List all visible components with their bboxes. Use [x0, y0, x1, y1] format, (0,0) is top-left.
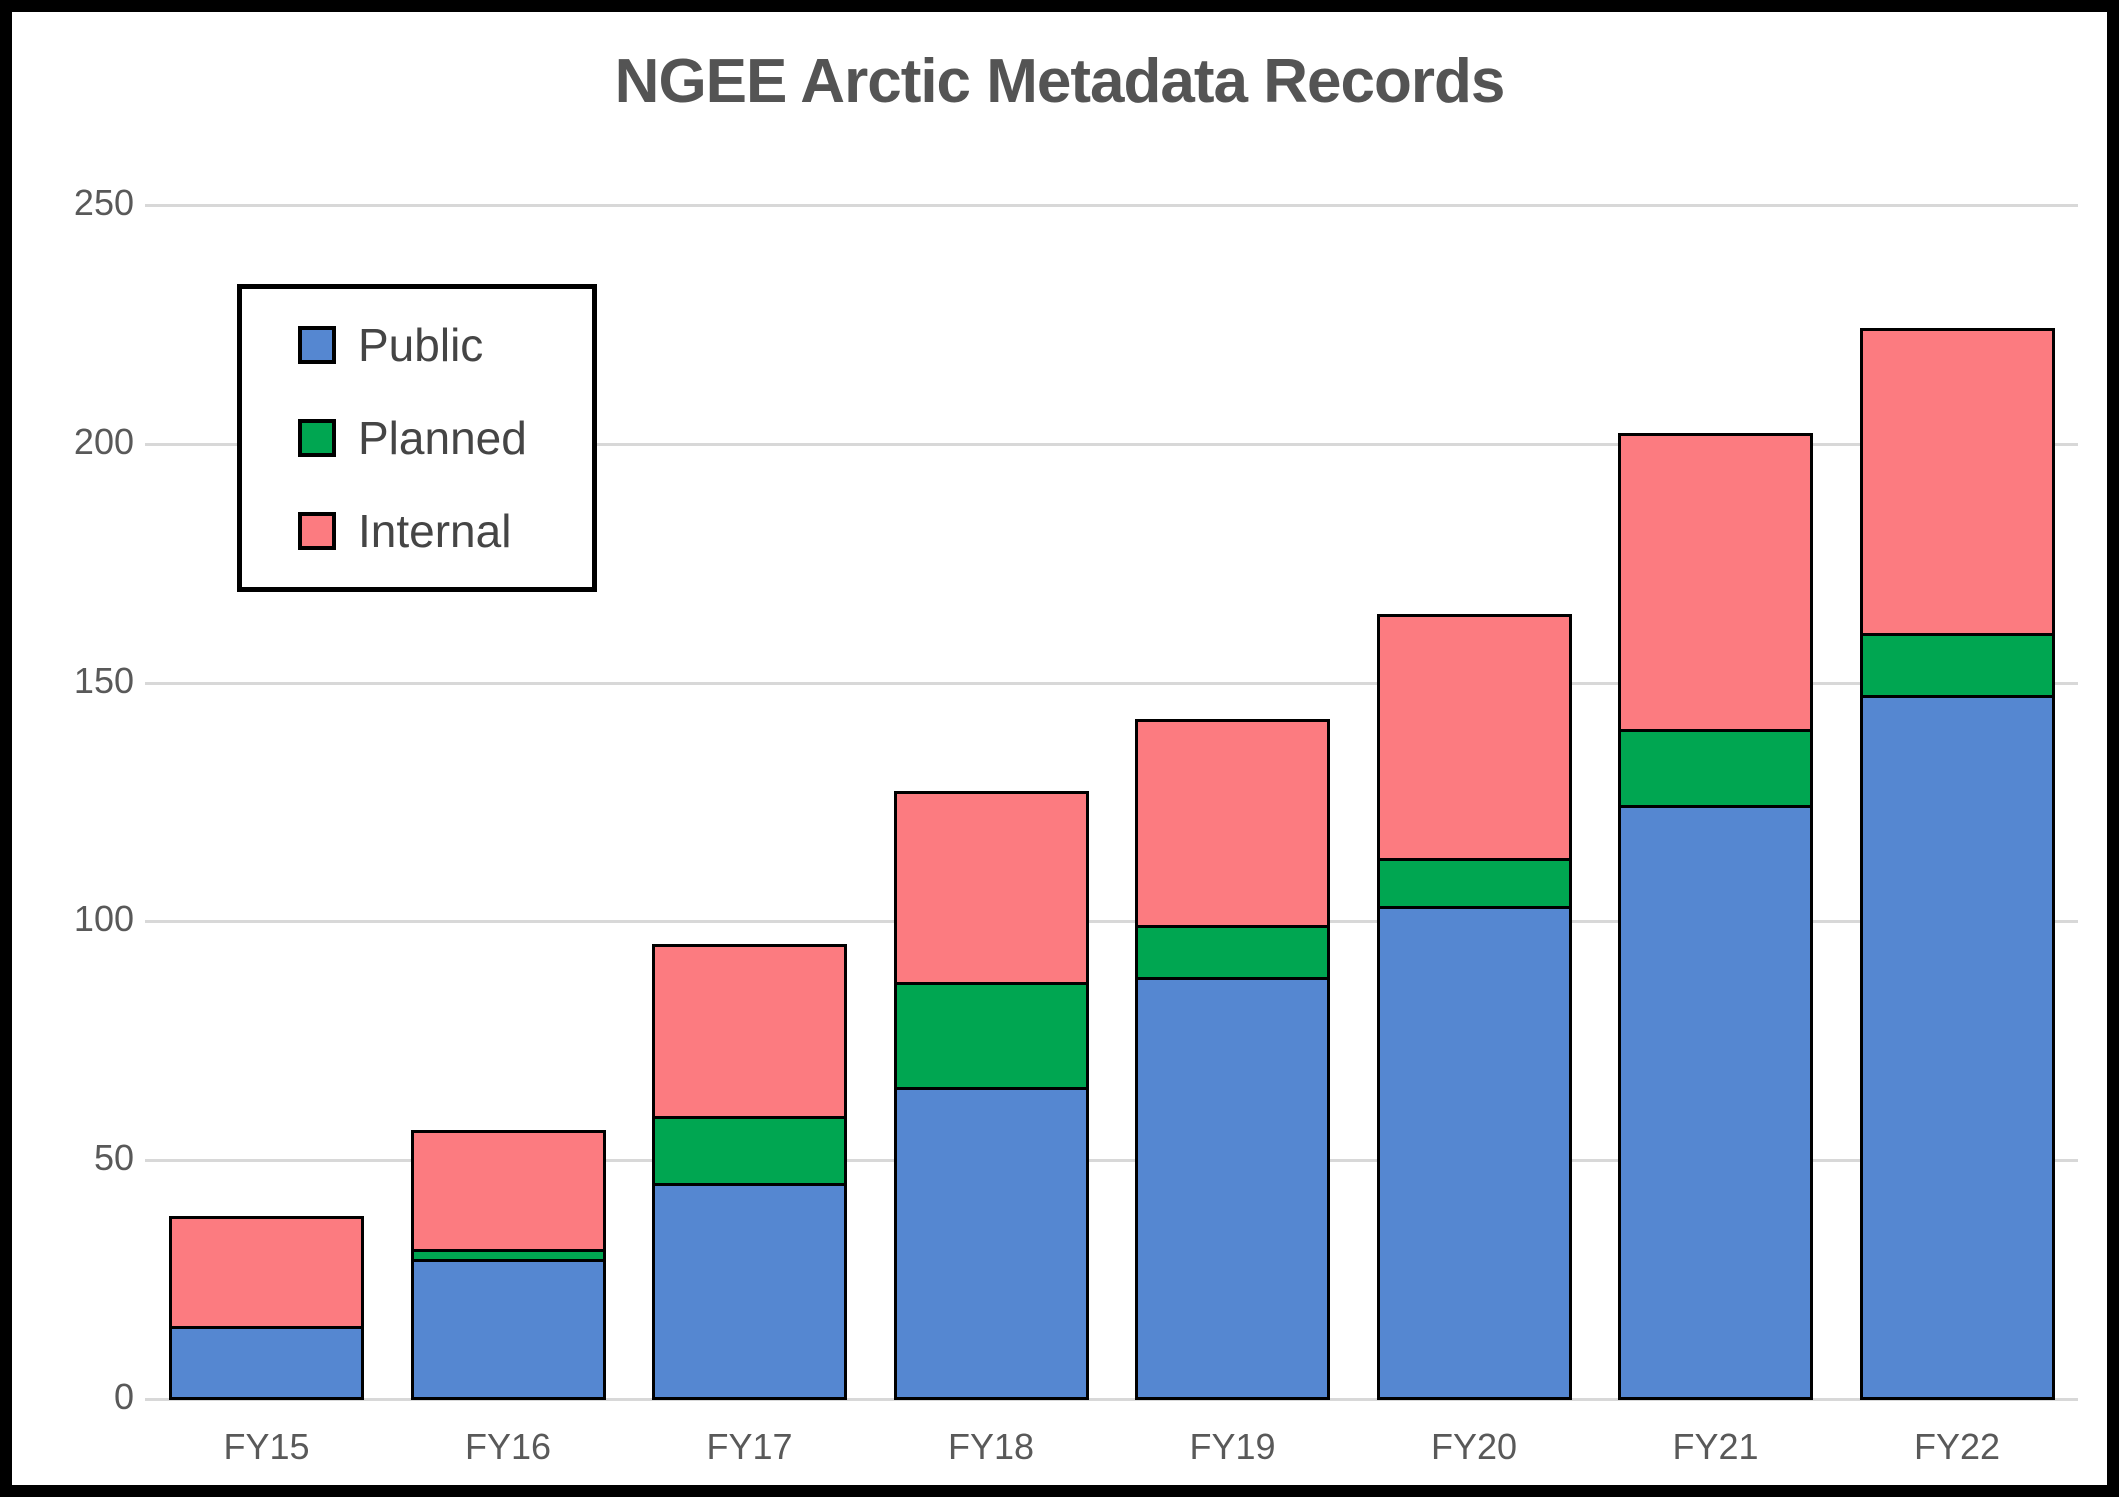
- x-axis-label-FY21: FY21: [1672, 1426, 1759, 1467]
- gridline-0: [145, 1398, 2078, 1401]
- bar-segment-internal-FY21: [1618, 432, 1813, 732]
- x-axis-label-FY18: FY18: [947, 1426, 1035, 1467]
- bar-segment-public-FY16: [410, 1258, 606, 1401]
- legend-box: Public Planned Internal: [237, 284, 597, 592]
- y-axis-tick-label: 100: [73, 898, 134, 940]
- bar-segment-internal-FY20: [1376, 614, 1572, 861]
- gridline-50: [145, 1159, 2078, 1163]
- bar-segment-public-FY19: [1135, 977, 1330, 1401]
- bar-segment-internal-FY22: [1859, 327, 2055, 637]
- x-axis-label-FY16: FY16: [464, 1426, 552, 1467]
- x-axis-label-FY19: FY19: [1189, 1426, 1276, 1467]
- legend-item-internal: Internal: [298, 504, 592, 558]
- bar-segment-planned-FY22: [1859, 633, 2055, 699]
- bar-segment-internal-FY19: [1135, 719, 1330, 928]
- y-axis-tick-label: 0: [113, 1376, 134, 1417]
- y-axis-tick-label: 150: [73, 659, 134, 701]
- bar-segment-internal-FY18: [893, 790, 1089, 985]
- bar-segment-planned-FY21: [1618, 728, 1813, 809]
- gridline-200: [145, 442, 2078, 446]
- legend-swatch-public: [298, 326, 336, 365]
- y-axis-tick-label: 50: [93, 1137, 134, 1179]
- bar-segment-internal-FY17: [652, 943, 847, 1119]
- x-axis-label-FY15: FY15: [223, 1426, 310, 1467]
- legend-item-public: Public: [298, 318, 592, 372]
- bar-segment-public-FY15: [169, 1325, 364, 1401]
- bar-segment-planned-FY20: [1376, 857, 1572, 909]
- bar-segment-internal-FY16: [410, 1130, 606, 1253]
- legend-label: Internal: [358, 504, 512, 557]
- bar-segment-planned-FY17: [652, 1115, 847, 1186]
- bar-segment-planned-FY19: [1135, 924, 1330, 981]
- bar-segment-public-FY18: [893, 1087, 1089, 1401]
- gridline-150: [145, 681, 2078, 685]
- y-axis-tick-label: 250: [73, 182, 134, 223]
- chart-title: NGEE Arctic Metadata Records: [614, 47, 1506, 116]
- bar-segment-public-FY17: [652, 1182, 847, 1401]
- x-axis-label-FY22: FY22: [1913, 1426, 2001, 1467]
- bar-segment-public-FY22: [1859, 695, 2055, 1401]
- bar-segment-public-FY21: [1618, 805, 1813, 1401]
- bar-segment-public-FY20: [1376, 905, 1572, 1401]
- gridline-100: [145, 920, 2078, 924]
- legend-label: Planned: [358, 411, 527, 464]
- x-axis-label-FY20: FY20: [1430, 1426, 1518, 1467]
- legend-label: Public: [358, 319, 484, 372]
- y-axis-tick-label: 200: [73, 420, 134, 462]
- gridline-250: [145, 204, 2078, 207]
- x-axis-label-FY17: FY17: [706, 1426, 793, 1467]
- legend-swatch-planned: [298, 418, 336, 457]
- bar-segment-internal-FY15: [169, 1216, 364, 1329]
- legend-item-planned: Planned: [298, 411, 592, 465]
- legend-swatch-internal: [298, 511, 336, 550]
- bar-segment-planned-FY18: [893, 981, 1089, 1091]
